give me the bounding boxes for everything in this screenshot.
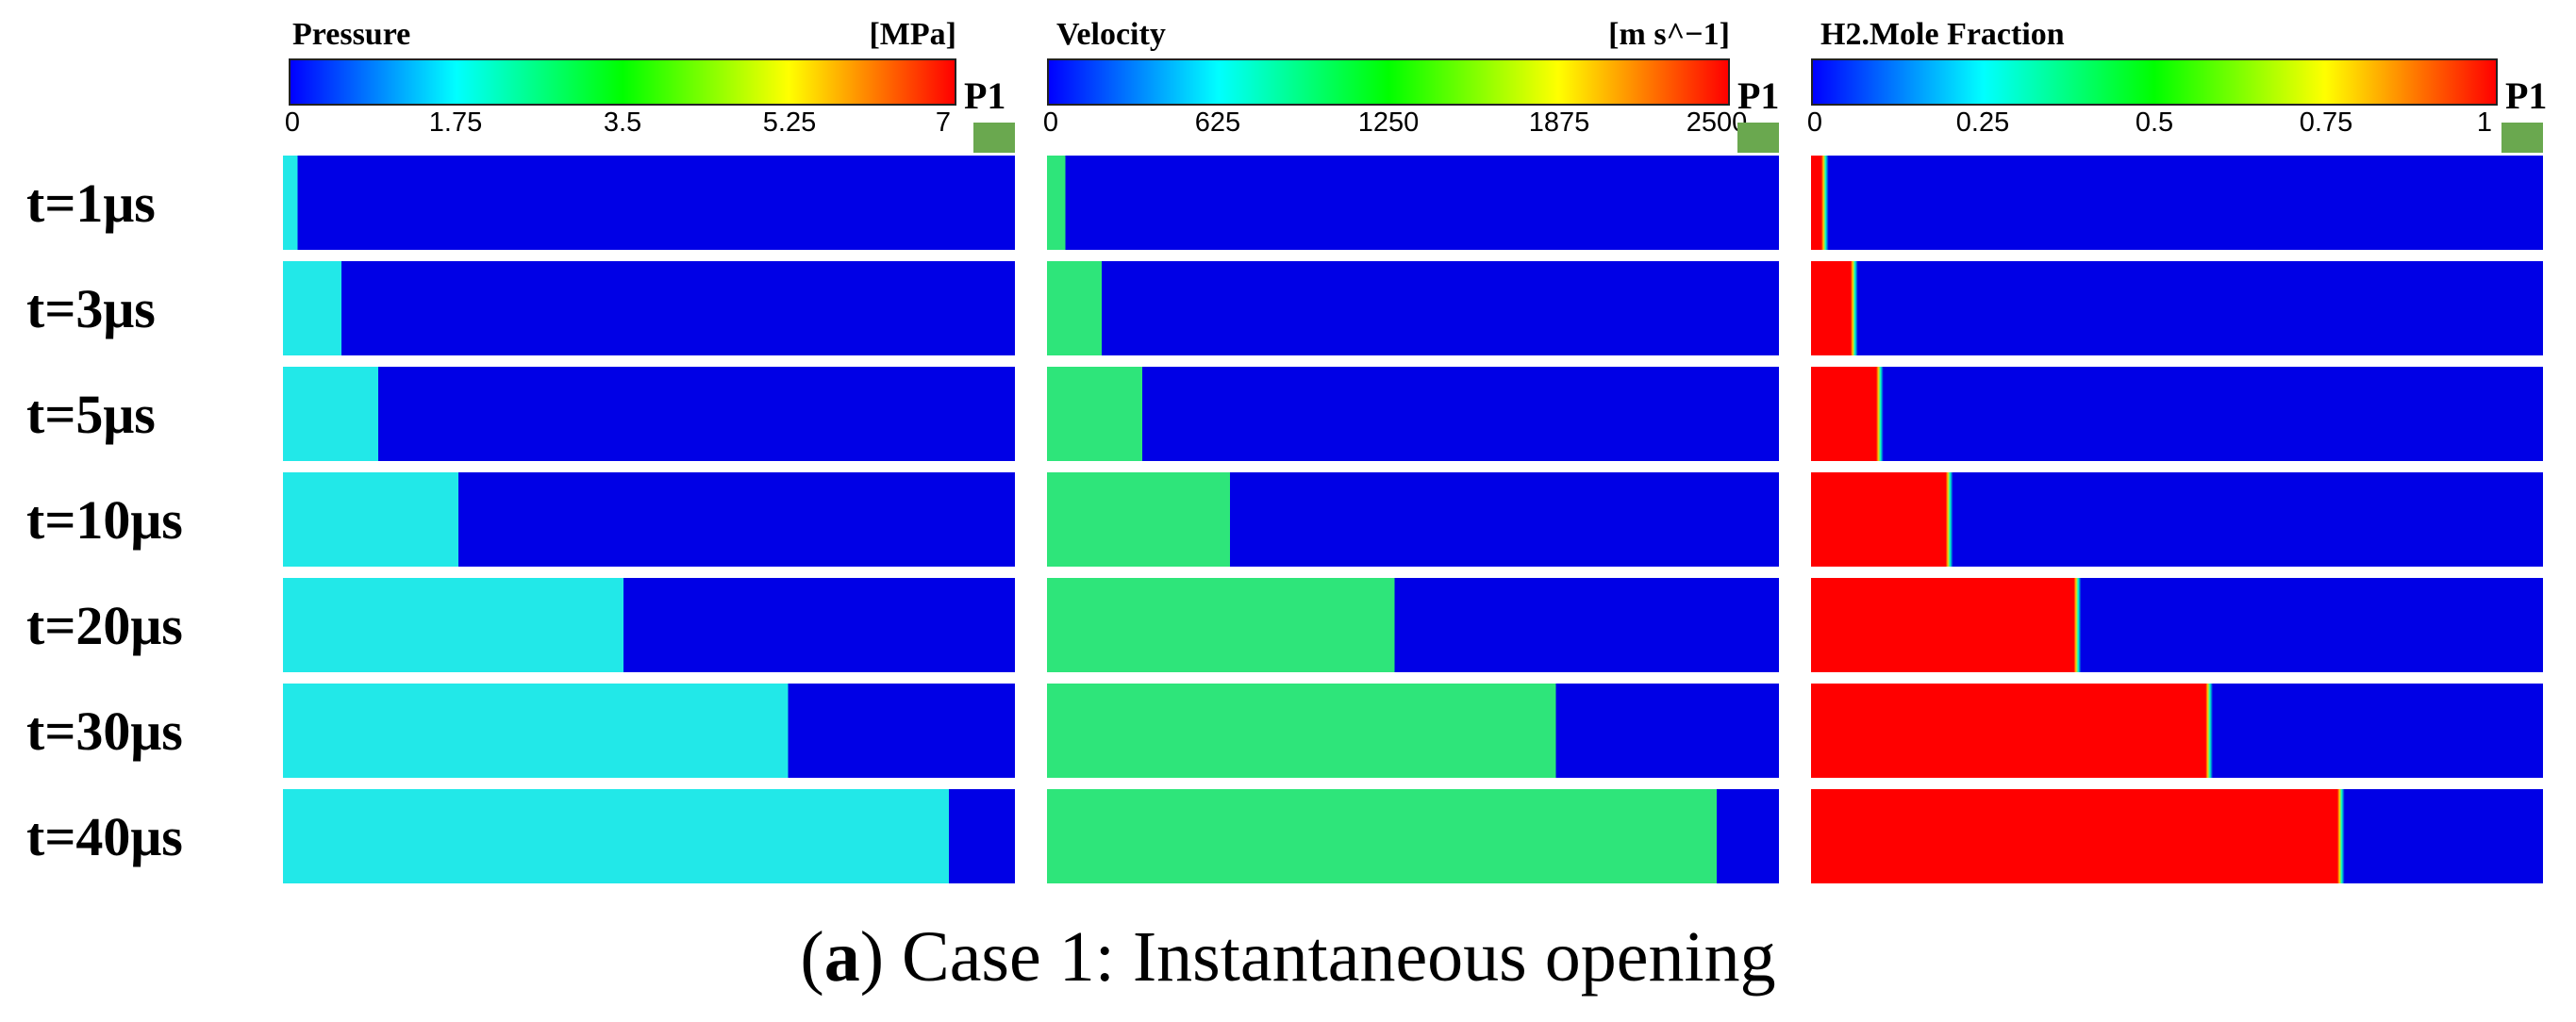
colorbar-tick-label: 3.5 bbox=[603, 107, 642, 138]
contour-strip bbox=[1047, 472, 1779, 567]
contour-strip bbox=[1047, 261, 1779, 355]
colorbar-tick-label: 5.25 bbox=[762, 107, 817, 138]
panel-title: Velocity bbox=[1056, 17, 1166, 52]
probe-label: P1 bbox=[1737, 74, 1780, 117]
colorbar-tick-label: 0 bbox=[284, 107, 301, 138]
colorbar-tick-label: 7 bbox=[935, 107, 952, 138]
contour-strip bbox=[1811, 261, 2543, 355]
contour-panel: Velocity [m s^−1] 0 625 1250 1875 2500 P1 bbox=[1043, 0, 1792, 896]
panel-title: Pressure bbox=[292, 17, 411, 52]
time-label: t=20μs bbox=[26, 595, 183, 656]
colorbar-tick-label: 625 bbox=[1194, 107, 1241, 138]
caption-text: ) Case 1: Instantaneous opening bbox=[859, 917, 1776, 997]
panel-unit: [m s^−1] bbox=[1608, 17, 1730, 52]
colorbar-tick-label: 0 bbox=[1042, 107, 1059, 138]
time-label: t=3μs bbox=[26, 278, 156, 339]
contour-strip bbox=[283, 156, 1015, 250]
contour-strip bbox=[283, 261, 1015, 355]
colorbar bbox=[289, 58, 956, 106]
contour-strip bbox=[1811, 472, 2543, 567]
probe-marker bbox=[973, 123, 1015, 153]
contour-strip bbox=[283, 367, 1015, 461]
contour-panel: Pressure [MPa] 0 1.75 3.5 5.25 7 P1 bbox=[283, 0, 1028, 896]
contour-panel: H2.Mole Fraction 0 0.25 0.5 0.75 1 P1 bbox=[1807, 0, 2556, 896]
contour-strip bbox=[1811, 156, 2543, 250]
time-label: t=10μs bbox=[26, 489, 183, 551]
panel-title: H2.Mole Fraction bbox=[1820, 17, 2065, 52]
figure-caption: (a) Case 1: Instantaneous opening bbox=[0, 916, 2576, 998]
colorbar-tick-label: 1 bbox=[2476, 107, 2493, 138]
time-label: t=30μs bbox=[26, 701, 183, 762]
contour-strip bbox=[1047, 789, 1779, 883]
contour-strip bbox=[1047, 367, 1779, 461]
colorbar bbox=[1047, 58, 1730, 106]
time-label: t=40μs bbox=[26, 806, 183, 867]
colorbar-tick-label: 0.25 bbox=[1955, 107, 2010, 138]
colorbar-tick-label: 0.75 bbox=[2299, 107, 2353, 138]
colorbar-tick-label: 1.75 bbox=[428, 107, 483, 138]
probe-marker bbox=[2501, 123, 2543, 153]
time-label: t=5μs bbox=[26, 384, 156, 445]
panel-unit: [MPa] bbox=[869, 17, 956, 52]
probe-label: P1 bbox=[2505, 74, 2548, 117]
time-label: t=1μs bbox=[26, 173, 156, 234]
colorbar-tick-label: 0 bbox=[1806, 107, 1823, 138]
contour-strip bbox=[1047, 578, 1779, 672]
colorbar-tick-label: 2500 bbox=[1686, 107, 1748, 138]
contour-strip bbox=[1811, 789, 2543, 883]
colorbar-tick-label: 1875 bbox=[1528, 107, 1590, 138]
contour-strip bbox=[1047, 156, 1779, 250]
caption-letter: a bbox=[823, 917, 860, 997]
contour-strip bbox=[283, 684, 1015, 778]
probe-label: P1 bbox=[964, 74, 1006, 117]
colorbar-tick-label: 0.5 bbox=[2135, 107, 2174, 138]
colorbar bbox=[1811, 58, 2498, 106]
contour-strip bbox=[1811, 684, 2543, 778]
contour-strip bbox=[1811, 578, 2543, 672]
contour-strip bbox=[1811, 367, 2543, 461]
contour-strip bbox=[283, 789, 1015, 883]
colorbar-tick-label: 1250 bbox=[1357, 107, 1420, 138]
probe-marker bbox=[1737, 123, 1779, 153]
caption-open: ( bbox=[800, 917, 824, 997]
contour-strip bbox=[1047, 684, 1779, 778]
contour-strip bbox=[283, 578, 1015, 672]
contour-strip bbox=[283, 472, 1015, 567]
